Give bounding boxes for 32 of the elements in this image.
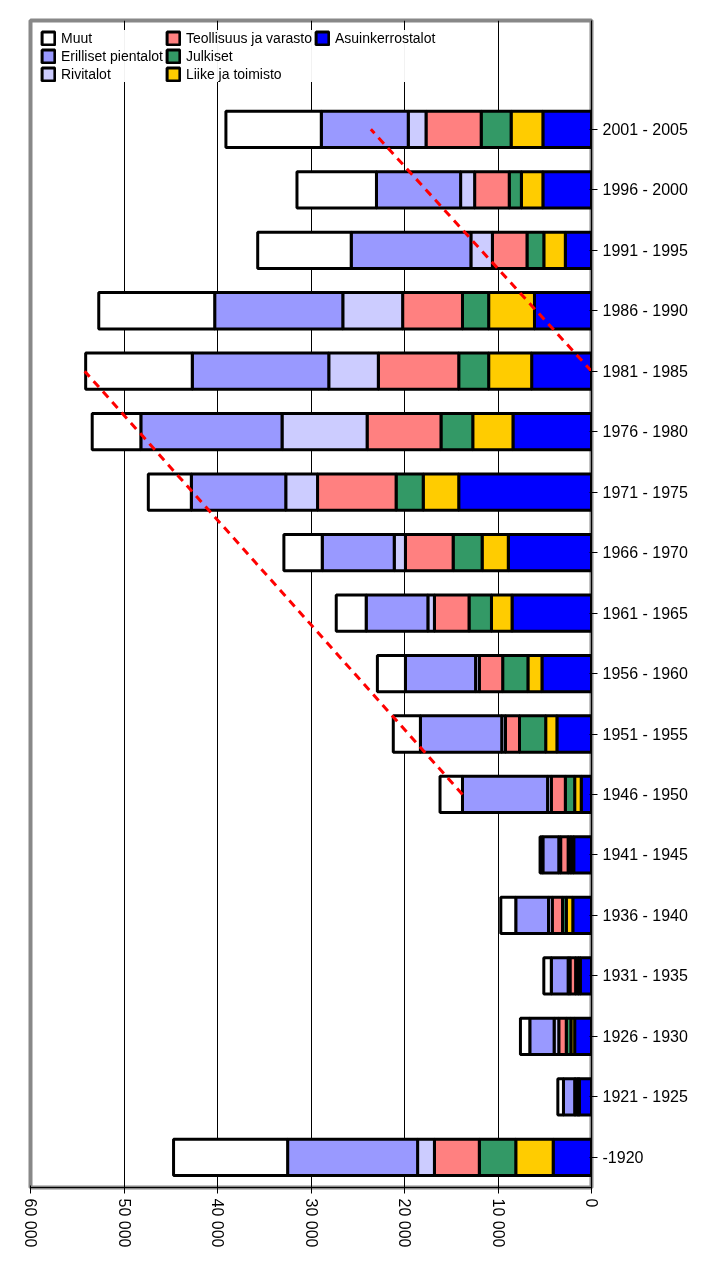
y-tick-label: 1926 - 1930 (602, 1027, 689, 1045)
y-tick-label: 1951 - 1955 (602, 725, 689, 743)
y-tick-label: 1936 - 1940 (602, 906, 689, 924)
y-tick-label: 1921 - 1925 (602, 1088, 689, 1106)
x-tick-label: 20 000 (396, 1198, 413, 1248)
x-tick-label: 60 000 (22, 1198, 39, 1248)
legend-label: Erilliset pientalot (61, 48, 163, 64)
legend-label: Asuinkerrostalot (335, 30, 436, 46)
y-tick-label: 2001 - 2005 (602, 120, 689, 138)
y-tick-label: -1920 (602, 1148, 644, 1166)
y-tick-label: 1966 - 1970 (602, 544, 689, 562)
y-tick-label: 1971 - 1975 (602, 483, 689, 501)
y-tick-label: 1976 - 1980 (602, 423, 689, 441)
x-tick-label: 50 000 (115, 1198, 133, 1248)
legend-label: Rivitalot (61, 66, 111, 82)
legend-label: Muut (61, 30, 93, 46)
x-tick-label: 10 000 (489, 1198, 507, 1248)
legend-label: Teollisuus ja varasto (185, 30, 312, 46)
y-tick-label: 1981 - 1985 (602, 362, 689, 380)
y-tick-label: 1991 - 1995 (602, 241, 689, 259)
y-tick-label: 1956 - 1960 (602, 665, 689, 683)
legend-label: Julkiset (185, 48, 233, 64)
y-tick-label: 1931 - 1935 (602, 967, 689, 985)
y-tick-label: 1996 - 2000 (602, 181, 689, 199)
y-tick-label: 1941 - 1945 (602, 846, 689, 864)
x-tick-label: 0 (583, 1198, 600, 1208)
x-tick-label: 30 000 (302, 1198, 320, 1248)
y-tick-label: 1986 - 1990 (602, 302, 689, 320)
y-tick-label: 1946 - 1950 (602, 785, 689, 803)
x-tick-label: 40 000 (209, 1198, 226, 1248)
legend-label: Liike ja toimisto (185, 66, 282, 82)
y-tick-label: 1961 - 1965 (602, 604, 689, 622)
